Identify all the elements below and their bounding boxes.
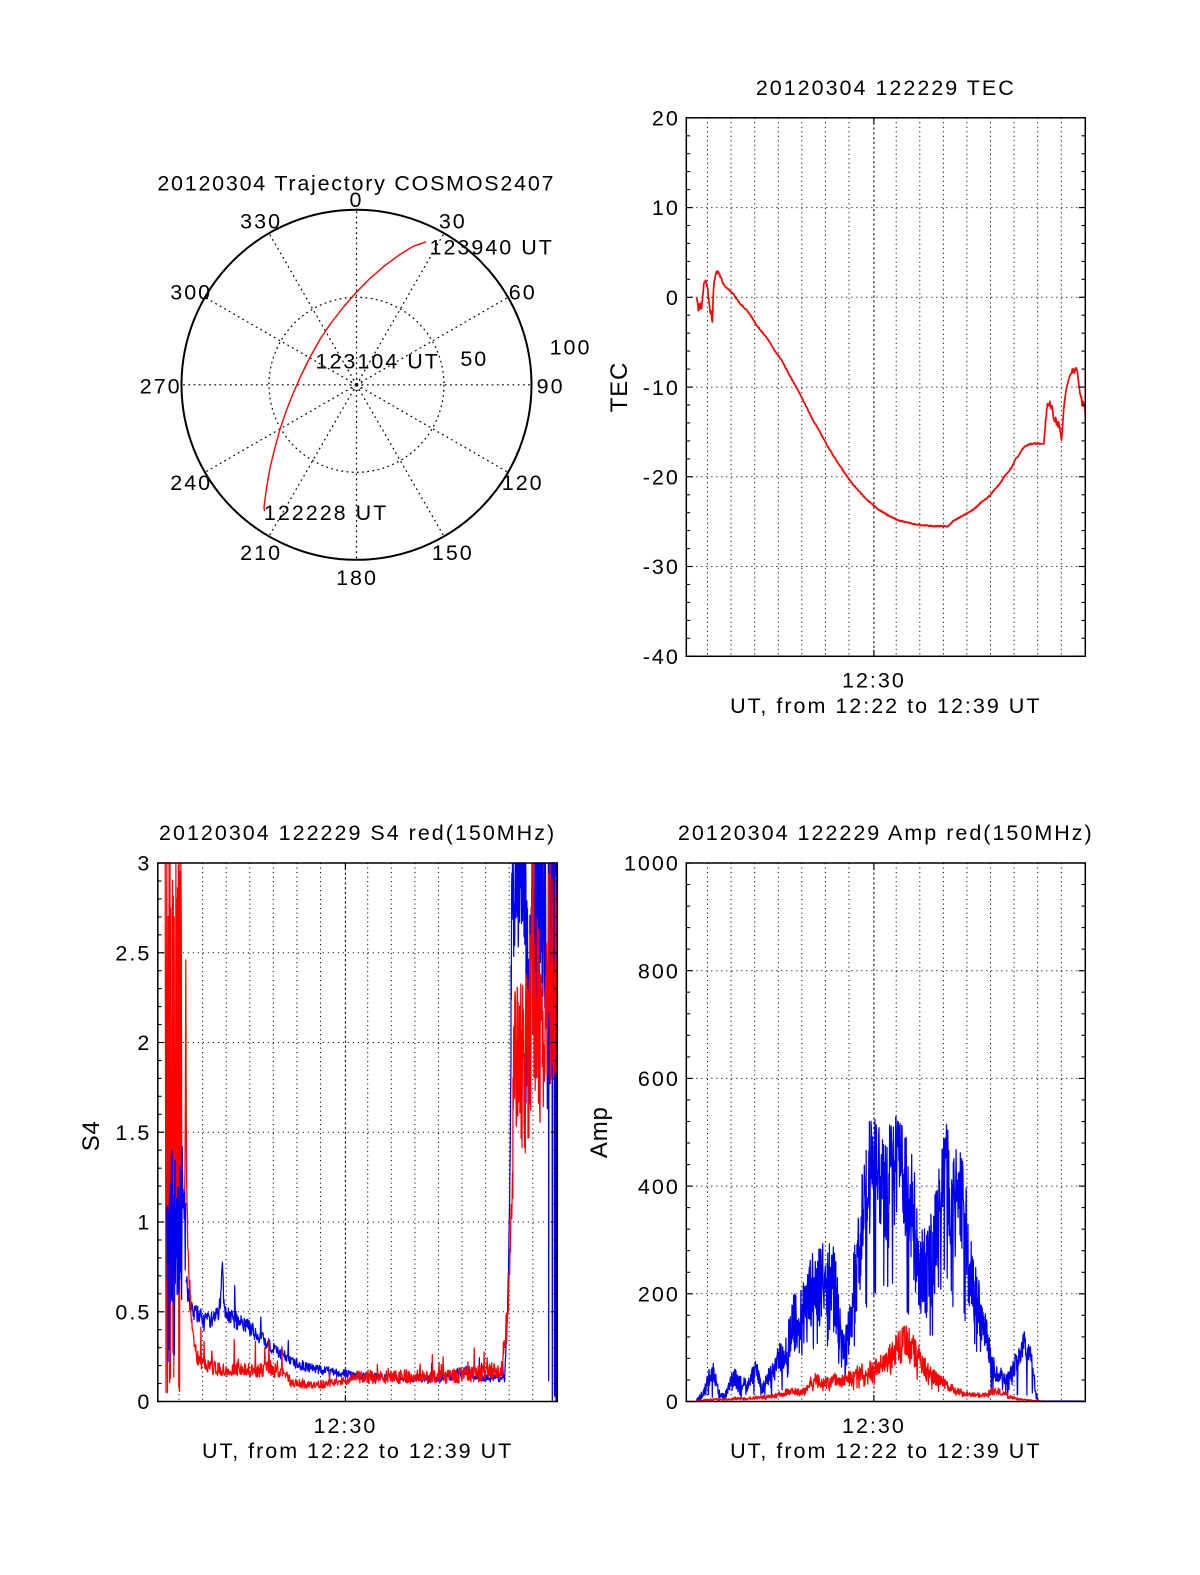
svg-text:-10: -10	[643, 376, 680, 400]
svg-text:0: 0	[666, 286, 680, 310]
svg-text:S4: S4	[78, 1120, 105, 1151]
svg-text:20120304 122229 Amp red(150MHz: 20120304 122229 Amp red(150MHz)	[678, 821, 1094, 845]
svg-text:1: 1	[137, 1211, 151, 1235]
svg-text:150: 150	[432, 541, 474, 565]
svg-text:UT, from 12:22 to 12:39 UT: UT, from 12:22 to 12:39 UT	[202, 1439, 513, 1463]
svg-text:20120304 122229 S4 red(150MHz): 20120304 122229 S4 red(150MHz)	[159, 821, 556, 845]
svg-text:60: 60	[509, 281, 537, 305]
svg-text:-20: -20	[643, 466, 680, 490]
svg-text:30: 30	[439, 210, 467, 234]
svg-text:1.5: 1.5	[115, 1121, 151, 1145]
svg-text:50: 50	[460, 347, 488, 371]
svg-text:120: 120	[502, 471, 544, 495]
svg-text:12:30: 12:30	[842, 669, 906, 693]
svg-text:240: 240	[170, 471, 212, 495]
svg-text:10: 10	[652, 196, 680, 220]
svg-text:UT, from 12:22 to 12:39 UT: UT, from 12:22 to 12:39 UT	[730, 1439, 1041, 1463]
svg-text:2.5: 2.5	[115, 942, 151, 966]
svg-text:12:30: 12:30	[313, 1414, 377, 1438]
svg-text:180: 180	[336, 566, 378, 590]
svg-text:0: 0	[666, 1390, 680, 1414]
svg-text:-40: -40	[643, 645, 680, 669]
svg-text:330: 330	[240, 210, 282, 234]
svg-text:Amp: Amp	[586, 1106, 613, 1158]
svg-text:800: 800	[638, 959, 680, 983]
svg-text:123940 UT: 123940 UT	[430, 235, 554, 259]
svg-text:90: 90	[537, 374, 565, 398]
svg-text:20120304 Trajectory COSMOS2407: 20120304 Trajectory COSMOS2407	[157, 172, 555, 196]
svg-text:122228 UT: 122228 UT	[264, 501, 388, 525]
svg-text:100: 100	[550, 336, 592, 360]
svg-text:0: 0	[350, 188, 364, 212]
svg-text:UT, from 12:22 to 12:39 UT: UT, from 12:22 to 12:39 UT	[730, 694, 1041, 718]
svg-text:200: 200	[638, 1283, 680, 1307]
svg-text:400: 400	[638, 1175, 680, 1199]
svg-text:0.5: 0.5	[115, 1301, 151, 1325]
svg-text:600: 600	[638, 1067, 680, 1091]
svg-text:0: 0	[137, 1390, 151, 1414]
svg-text:20120304 122229 TEC: 20120304 122229 TEC	[756, 76, 1016, 100]
svg-text:300: 300	[170, 281, 212, 305]
svg-text:20: 20	[652, 107, 680, 131]
svg-text:123104 UT: 123104 UT	[316, 350, 440, 374]
svg-text:1000: 1000	[624, 852, 680, 876]
svg-text:270: 270	[140, 374, 182, 398]
svg-text:-30: -30	[643, 555, 680, 579]
svg-text:12:30: 12:30	[842, 1414, 906, 1438]
svg-text:2: 2	[137, 1031, 151, 1055]
svg-text:210: 210	[240, 541, 282, 565]
svg-text:TEC: TEC	[606, 362, 633, 412]
svg-text:3: 3	[137, 852, 151, 876]
